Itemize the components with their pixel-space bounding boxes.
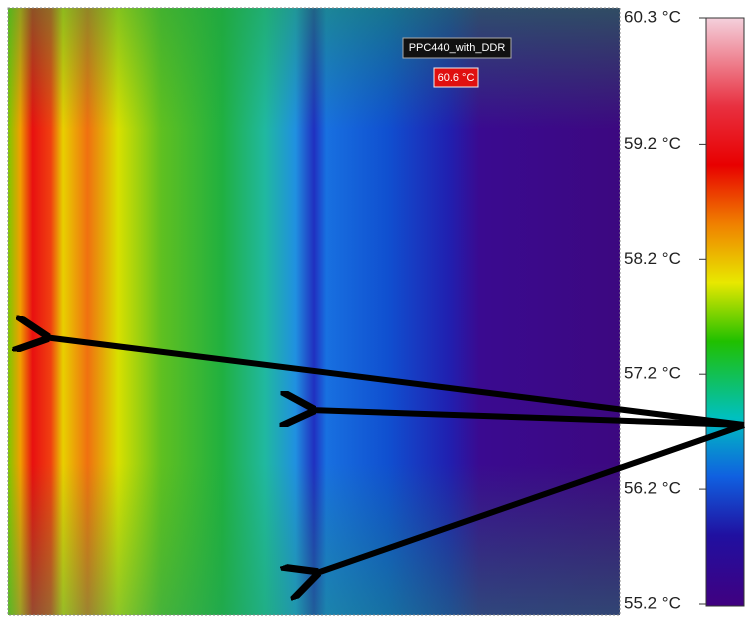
- scale-tick-label: 57.2 °C: [624, 364, 681, 383]
- scale-tick-label: 55.2 °C: [624, 593, 681, 612]
- color-scale: [705, 17, 745, 607]
- arrows: [44, 337, 745, 574]
- scale-tick-label: 56.2 °C: [624, 479, 681, 498]
- image-label: PPC440_with_DDR: [409, 42, 506, 54]
- arrow: [310, 410, 745, 425]
- spot-temperature: 60.6 °C: [438, 72, 475, 84]
- arrow: [44, 337, 745, 428]
- scale-tick-label: 58.2 °C: [624, 249, 681, 268]
- spot-box: [433, 67, 479, 88]
- arrow: [314, 422, 745, 574]
- label-box: [402, 37, 512, 59]
- scale-ticks: 60.3 °C 59.2 °C 58.2 °C 57.2 °C 56.2 °C 55.2 …: [624, 7, 706, 612]
- thermal-shading: [8, 8, 620, 615]
- image-frame: [7, 7, 621, 616]
- scale-tick-label: 59.2 °C: [624, 134, 681, 153]
- scale-tick-label: 60.3 °C: [624, 7, 681, 26]
